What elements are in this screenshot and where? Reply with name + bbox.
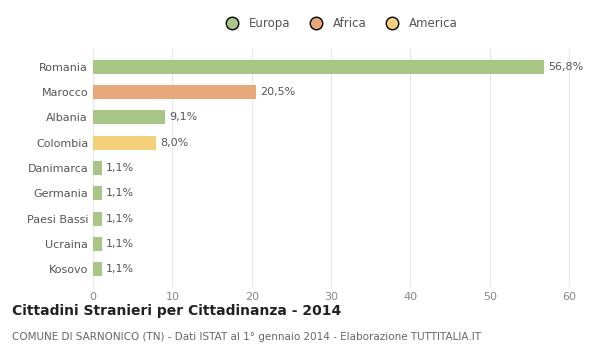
Bar — [93, 136, 157, 150]
Text: 8,0%: 8,0% — [160, 138, 189, 148]
Text: COMUNE DI SARNONICO (TN) - Dati ISTAT al 1° gennaio 2014 - Elaborazione TUTTITAL: COMUNE DI SARNONICO (TN) - Dati ISTAT al… — [12, 332, 481, 343]
Text: 1,1%: 1,1% — [106, 188, 134, 198]
Bar — [93, 161, 102, 175]
Bar — [93, 186, 102, 200]
Bar — [93, 212, 102, 225]
Text: 20,5%: 20,5% — [260, 87, 295, 97]
Bar — [93, 262, 102, 276]
Text: 56,8%: 56,8% — [548, 62, 583, 72]
Legend: Europa, Africa, America: Europa, Africa, America — [215, 12, 463, 35]
Text: 1,1%: 1,1% — [106, 239, 134, 249]
Bar — [93, 237, 102, 251]
Text: Cittadini Stranieri per Cittadinanza - 2014: Cittadini Stranieri per Cittadinanza - 2… — [12, 304, 341, 318]
Bar — [93, 60, 544, 74]
Text: 9,1%: 9,1% — [169, 112, 197, 122]
Bar — [93, 111, 165, 124]
Text: 1,1%: 1,1% — [106, 214, 134, 224]
Text: 1,1%: 1,1% — [106, 264, 134, 274]
Bar — [93, 85, 256, 99]
Text: 1,1%: 1,1% — [106, 163, 134, 173]
